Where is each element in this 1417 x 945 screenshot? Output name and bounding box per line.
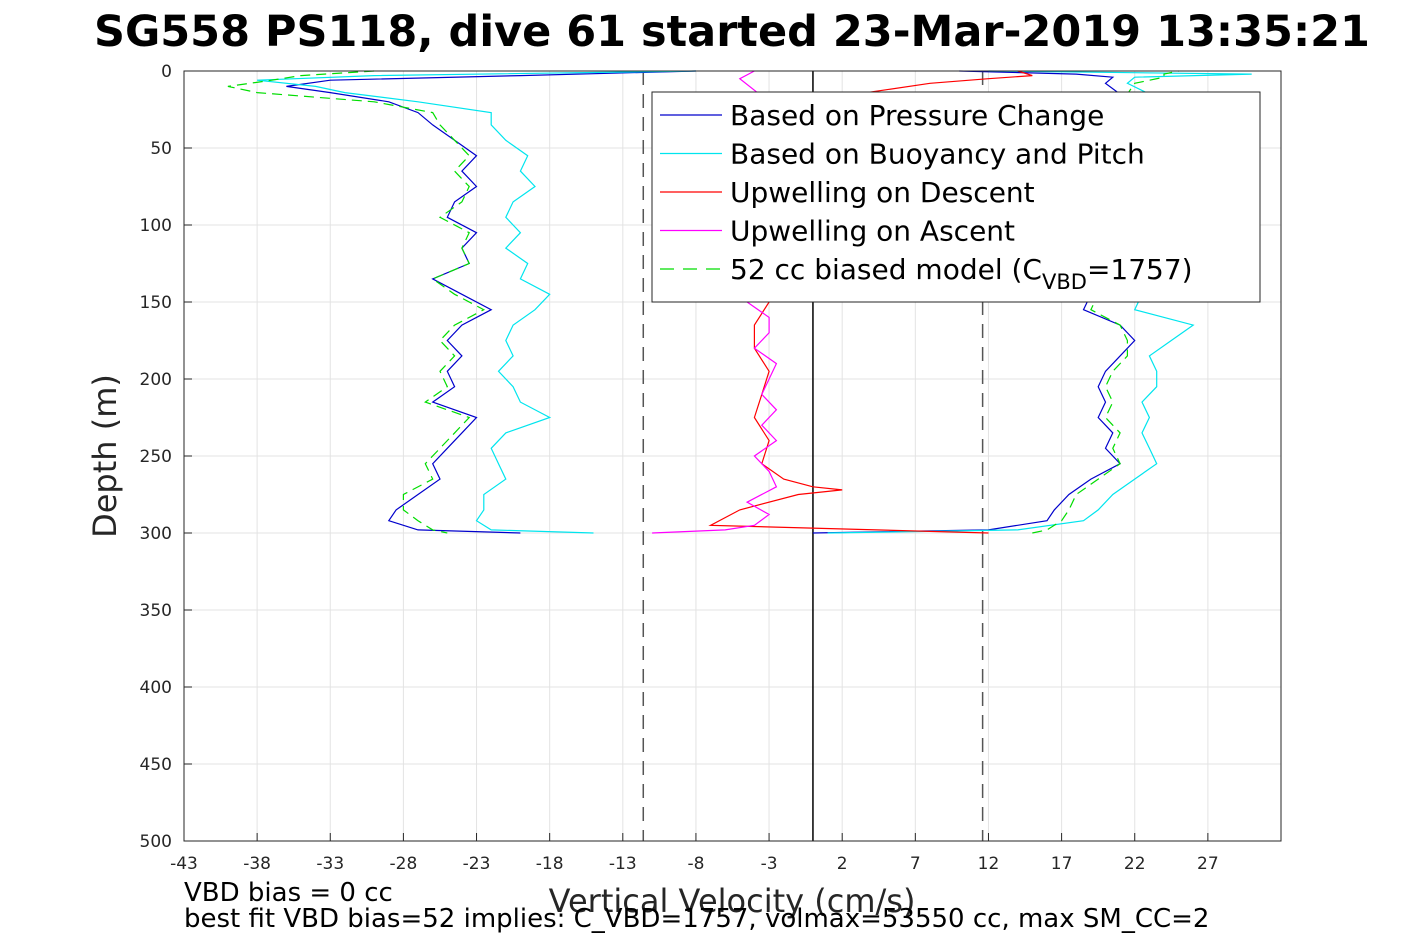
x-tick-label-8: -3	[761, 854, 778, 874]
x-tick-label-4: -23	[463, 854, 491, 874]
y-tick-label-7: 350	[140, 601, 172, 621]
y-tick-label-3: 150	[140, 293, 172, 313]
x-tick-label-6: -13	[609, 854, 637, 874]
series-1-descent-line	[257, 70, 696, 534]
x-tick-label-11: 12	[978, 854, 1000, 874]
legend-label-1: Based on Buoyancy and Pitch	[730, 138, 1145, 171]
y-tick-label-6: 300	[140, 524, 172, 544]
series-4-descent-line	[227, 70, 486, 534]
legend-label-2: Upwelling on Descent	[730, 176, 1035, 209]
y-tick-label-2: 100	[140, 216, 172, 236]
legend-box	[651, 91, 1261, 303]
x-tick-label-1: -38	[243, 854, 271, 874]
y-tick-label-8: 400	[140, 678, 172, 698]
x-tick-label-13: 22	[1124, 854, 1146, 874]
series-0-descent-line	[286, 70, 696, 534]
y-tick-labels: 0 50 100 150 200 250 300 350 400 450 500	[140, 62, 192, 852]
x-tick-label-0: -43	[170, 854, 198, 874]
chart-title: SG558 PS118, dive 61 started 23-Mar-2019…	[94, 7, 1370, 57]
y-tick-label-9: 450	[140, 755, 172, 775]
legend-label-suffix: =1757)	[1087, 253, 1193, 286]
x-tick-label-10: 7	[910, 854, 921, 874]
x-tick-label-12: 17	[1051, 854, 1073, 874]
y-tick-label-4: 200	[140, 370, 172, 390]
legend-label-0: Based on Pressure Change	[730, 99, 1104, 132]
legend-label-subscript: VBD	[1042, 270, 1087, 294]
x-tick-label-14: 27	[1197, 854, 1219, 874]
legend-label-4: 52 cc biased model (CVBD=1757)	[730, 253, 1193, 294]
y-tick-label-5: 250	[140, 447, 172, 467]
best-fit-note: best fit VBD bias=52 implies: C_VBD=1757…	[184, 904, 1210, 934]
x-tick-label-9: 2	[837, 854, 848, 874]
x-tick-labels: -43 -38 -33 -28 -23 -18 -13 -8 -3 2 7 12 17 22 27	[170, 833, 1219, 874]
x-tick-label-2: -33	[316, 854, 344, 874]
y-axis-label: Depth (m)	[86, 374, 124, 538]
y-tick-label-10: 500	[140, 832, 172, 852]
y-tick-label-1: 50	[150, 139, 172, 159]
x-axis-label: Vertical Velocity (cm/s)	[549, 882, 916, 920]
y-tick-label-0: 0	[161, 62, 172, 82]
legend: Based on Pressure Change Based on Buoyanc…	[651, 91, 1261, 303]
x-tick-label-7: -8	[687, 854, 704, 874]
x-tick-label-5: -18	[536, 854, 564, 874]
x-tick-label-3: -28	[390, 854, 418, 874]
vbd-bias-note: VBD bias = 0 cc	[184, 878, 393, 908]
legend-label-3: Upwelling on Ascent	[730, 215, 1015, 248]
legend-label-prefix: 52 cc biased model (C	[730, 253, 1042, 286]
